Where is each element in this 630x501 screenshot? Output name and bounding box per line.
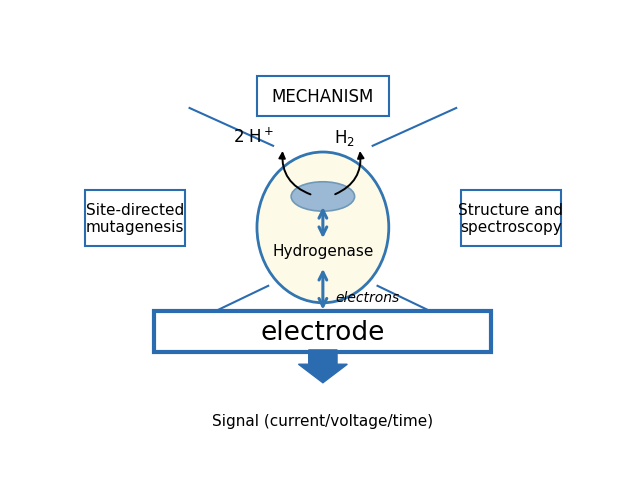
FancyBboxPatch shape (85, 190, 185, 246)
FancyArrow shape (299, 350, 347, 383)
Text: electrons: electrons (335, 291, 399, 304)
Text: Site-directed
mutagenesis: Site-directed mutagenesis (86, 202, 184, 234)
Text: electrode: electrode (261, 319, 385, 345)
Text: Structure and
spectroscopy: Structure and spectroscopy (459, 202, 563, 234)
Text: Signal (current/voltage/time): Signal (current/voltage/time) (212, 413, 433, 428)
FancyBboxPatch shape (461, 190, 561, 246)
Text: MECHANISM: MECHANISM (272, 88, 374, 106)
Text: H$_2$: H$_2$ (335, 127, 355, 147)
FancyBboxPatch shape (154, 312, 491, 352)
FancyBboxPatch shape (257, 77, 389, 117)
Ellipse shape (291, 182, 355, 212)
Text: 2 H$^+$: 2 H$^+$ (233, 128, 274, 147)
Text: Hydrogenase: Hydrogenase (272, 243, 374, 259)
Ellipse shape (257, 153, 389, 303)
